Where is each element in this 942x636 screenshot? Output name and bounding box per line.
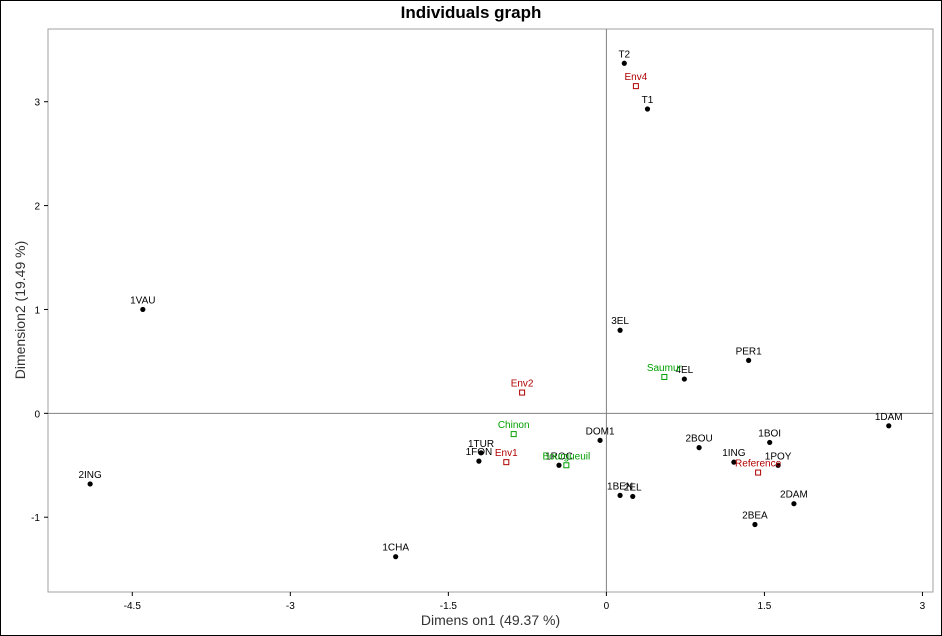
x-tick-label: -1.5: [440, 601, 458, 612]
point-label: 4EL: [675, 365, 693, 376]
point-label: 1BEN: [607, 481, 633, 492]
data-point: [140, 306, 146, 313]
x-tick-label: -4.5: [124, 601, 142, 612]
point-label: PER1: [736, 346, 763, 357]
data-point: [563, 462, 570, 469]
data-point: [791, 501, 797, 507]
x-tick-label: 1.5: [757, 601, 771, 612]
regions-series: Saumur Chinon Bourgueuil: [498, 363, 683, 469]
y-tick-label: 0: [34, 409, 40, 420]
point-label: Env1: [495, 448, 518, 459]
y-tick-label: 2: [34, 202, 40, 213]
point-label: Bourgueuil: [542, 451, 590, 462]
point-label: 2ING: [78, 470, 102, 481]
data-point: [630, 493, 636, 500]
x-tick-label: 3: [920, 601, 926, 612]
origin-lines: [48, 29, 933, 592]
data-point: [519, 389, 526, 396]
point-label: 1ROC: [545, 451, 573, 462]
data-point: [87, 481, 93, 487]
point-label: 1BOI: [758, 428, 781, 439]
point-label: 1TUR: [468, 439, 494, 450]
point-label: 1VAU: [130, 295, 155, 306]
chart-title: Individuals graph: [400, 3, 542, 22]
data-point: [886, 423, 892, 429]
x-tick-label: -3: [286, 601, 295, 612]
point-label: T1: [642, 95, 654, 106]
data-point: [644, 106, 651, 112]
data-point: [696, 445, 702, 451]
x-axis-label: Dimens on1 (49.37 %): [420, 612, 561, 628]
point-label: Env4: [624, 72, 647, 83]
data-point: [752, 521, 758, 528]
point-label: 1FON: [466, 447, 493, 458]
axis-ticks: -4.5 -3 -1.5 0 1.5 3 -1 0 1 2 3: [31, 98, 926, 612]
point-label: 1DAM: [875, 412, 903, 423]
point-label: 1POY: [765, 451, 792, 462]
plot-area: [47, 28, 934, 593]
point-label: 2BOU: [685, 434, 712, 445]
point-label: 2BEA: [742, 510, 768, 521]
point-label: Saumur: [647, 363, 683, 374]
data-point: [775, 462, 781, 468]
data-point: [393, 554, 399, 560]
y-tick-label: 1: [34, 305, 40, 316]
data-point: [503, 459, 510, 466]
point-label: 1CHA: [382, 543, 409, 554]
point-label: Chinon: [498, 420, 530, 431]
point-label: DOM1: [586, 426, 615, 437]
environments-series: Env4 Env2 Env1 Reference: [495, 72, 782, 476]
data-point: [597, 437, 603, 443]
data-point: [478, 450, 484, 456]
x-tick-label: 0: [604, 601, 610, 612]
data-points: T2 T1 1VAU 3EL PER1 4EL 1DAM DOM1 1BOI 2BOU 1TUR1F…: [78, 49, 903, 560]
point-label: Reference: [735, 459, 782, 470]
point-label: T2: [618, 49, 630, 60]
y-tick-label: 3: [34, 98, 40, 109]
point-label: Env2: [511, 379, 534, 390]
data-point: [755, 469, 762, 476]
data-point: [556, 462, 562, 468]
data-point: [731, 459, 737, 465]
data-point: [632, 83, 639, 90]
data-point: [476, 458, 482, 464]
data-point: [617, 492, 623, 498]
data-point: [746, 357, 752, 363]
data-point: [510, 431, 517, 438]
individuals-series: T2 T1 1VAU 3EL PER1 4EL 1DAM DOM1 1BOI 2BOU 1TUR1F…: [78, 49, 903, 560]
point-label: 1ING: [722, 448, 746, 459]
data-point: [621, 60, 627, 66]
data-point: [661, 373, 668, 380]
point-label: 2DAM: [780, 490, 808, 501]
point-label: 2EL: [624, 482, 642, 493]
data-point: [767, 439, 773, 446]
data-point: [617, 327, 623, 333]
y-tick-label: -1: [31, 513, 40, 524]
data-point: [681, 376, 687, 382]
point-label: 3EL: [611, 316, 629, 327]
